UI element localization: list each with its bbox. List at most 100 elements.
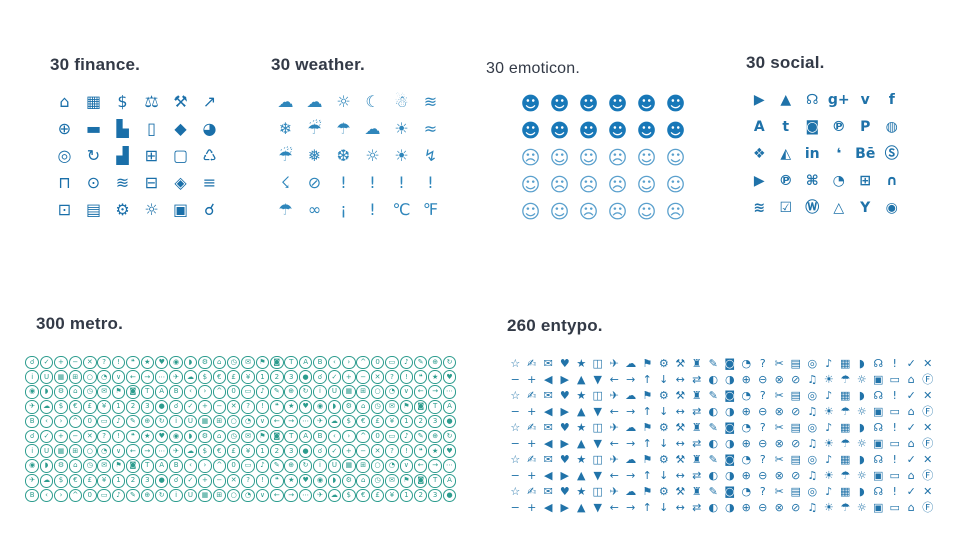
metro-glyph-icon: ◙	[270, 355, 284, 370]
entypo-glyph-icon: ▣	[873, 436, 884, 450]
pie-chart-icon: ◕	[202, 118, 217, 138]
entypo-glyph-icon: +	[527, 436, 537, 450]
deviantart-icon: ◭	[780, 145, 792, 162]
metro-glyph-icon: ›	[54, 414, 68, 429]
metro-glyph-icon: ◉	[25, 459, 39, 473]
wind-cloud-icon: ≋	[423, 91, 438, 111]
entypo-glyph-icon: ⊕	[741, 404, 751, 418]
entypo-glyph-icon: ◔	[741, 420, 752, 434]
entypo-glyph-icon: ✓	[906, 452, 916, 466]
metro-glyph-icon: $	[342, 414, 356, 429]
entypo-glyph-icon: ☂	[840, 404, 851, 418]
metro-glyph-icon: ?	[241, 474, 255, 488]
metro-glyph-icon: £	[226, 370, 241, 384]
tumblr-icon: t	[782, 118, 790, 135]
metro-glyph-icon: ⊕	[284, 459, 298, 473]
entypo-glyph-icon: ▶	[560, 500, 569, 514]
entypo-glyph-icon: −	[510, 404, 520, 418]
metro-glyph-icon: ✉	[97, 385, 111, 399]
entypo-glyph-icon: ◫	[592, 420, 603, 434]
metro-glyph-icon: ↻	[154, 488, 169, 503]
metro-glyph-icon: ›	[198, 459, 212, 473]
metro-glyph-icon: ☁	[39, 474, 54, 488]
entypo-glyph-icon: ♥	[559, 452, 570, 466]
entypo-glyph-icon: ◫	[592, 356, 603, 370]
metro-glyph-icon: ✓	[183, 400, 198, 414]
metro-glyph-icon: ▭	[97, 488, 111, 503]
entypo-glyph-icon: ✓	[906, 484, 916, 498]
metro-glyph-icon: ⊕	[428, 429, 442, 444]
metro-glyph-icon: ✈	[169, 444, 183, 458]
metro-glyph-icon: ✓	[327, 444, 342, 458]
anguished-emoticon: ☹	[607, 174, 628, 196]
metro-glyph-icon: U	[327, 385, 342, 399]
cloud-outline-icon: ☁	[277, 91, 294, 111]
youtube-play-icon: ▶	[753, 172, 765, 189]
metro-glyph-icon: ?	[385, 444, 399, 458]
entypo-glyph-icon: ♥	[559, 388, 570, 402]
metro-glyph-icon: ▦	[342, 385, 356, 399]
metro-glyph-icon: T	[428, 400, 442, 414]
cheeky-emoticon: ☺	[665, 147, 686, 169]
snow-shower-cloud-icon: ❆	[336, 145, 351, 165]
metro-glyph-icon: ○	[226, 488, 241, 503]
metro-glyph-icon: 1	[111, 400, 126, 414]
metro-glyph-icon: €	[212, 444, 227, 458]
metro-glyph-icon: ⌂	[356, 400, 370, 414]
entypo-glyph-icon: !	[892, 484, 897, 498]
sun-flurry-cloud-icon: ☼	[365, 145, 380, 165]
entypo-glyph-icon: ⚙	[658, 388, 669, 402]
metro-glyph-icon: →	[140, 370, 155, 384]
entypo-glyph-icon: ←	[609, 468, 619, 482]
metro-glyph-icon: 1	[111, 474, 126, 488]
entypo-glyph-icon: ▭	[889, 404, 900, 418]
entypo-glyph-icon: ♥	[559, 484, 570, 498]
metro-glyph-icon: +	[342, 444, 356, 458]
entypo-glyph-icon: +	[527, 468, 537, 482]
metro-glyph-icon: ◷	[226, 355, 241, 370]
entypo-glyph-icon: ↔	[675, 468, 685, 482]
emoticon-section-title: 30 emoticon.	[486, 60, 581, 77]
finance-section-title: 30 finance.	[50, 55, 141, 74]
entypo-glyph-icon: ▦	[840, 484, 851, 498]
metro-glyph-icon: ^	[68, 488, 83, 503]
distressed-emoticon: ☹	[578, 174, 599, 196]
metro-glyph-icon: ○	[226, 414, 241, 429]
entypo-glyph-icon: ☂	[840, 500, 851, 514]
entypo-glyph-icon: ◔	[741, 484, 752, 498]
wink-emoticon: ☺	[636, 147, 657, 169]
metro-glyph-icon: A	[298, 355, 313, 370]
metro-glyph-icon: ★	[428, 444, 442, 458]
dropbox-icon: ❖	[752, 145, 766, 162]
entypo-glyph-icon: ♫	[807, 500, 818, 514]
entypo-glyph-icon: ↑	[642, 436, 652, 450]
rain-cloud-icon: ☔	[307, 118, 322, 138]
metro-glyph-icon: ›	[342, 429, 356, 444]
entypo-glyph-icon: ☼	[856, 500, 867, 514]
angry-filled-emoticon: ☻	[520, 120, 541, 142]
entypo-glyph-icon: ★	[576, 388, 587, 402]
entypo-glyph-icon: ✍	[527, 388, 537, 402]
entypo-glyph-icon: ☁	[625, 388, 637, 402]
metro-glyph-icon: B	[313, 429, 327, 444]
entypo-glyph-icon: ←	[609, 436, 619, 450]
metro-glyph-icon: ∨	[255, 488, 270, 503]
metro-glyph-icon: 0	[226, 385, 241, 399]
metro-glyph-icon: ?	[97, 429, 111, 444]
metro-glyph-icon: ✕	[83, 355, 97, 370]
metro-glyph-icon: i	[313, 459, 327, 473]
entypo-glyph-icon: ✈	[609, 452, 619, 466]
metro-glyph-icon: 3	[284, 370, 298, 384]
entypo-glyph-icon: ▼	[593, 500, 602, 514]
sun-wind-cloud-icon: ≈	[423, 118, 438, 138]
metro-glyph-icon: 1	[399, 414, 414, 429]
entypo-glyph-icon: ↔	[675, 436, 685, 450]
metro-glyph-icon: ☌	[169, 400, 183, 414]
metro-glyph-icon: ⚑	[111, 459, 126, 473]
crying-emoticon: ☹	[607, 147, 628, 169]
metro-glyph-icon: ^	[356, 355, 370, 370]
entypo-glyph-icon: ▭	[889, 372, 900, 386]
entypo-glyph-icon: ☁	[625, 484, 637, 498]
metro-glyph-icon: ◔	[97, 370, 111, 384]
entypo-glyph-icon: ▶	[560, 436, 569, 450]
